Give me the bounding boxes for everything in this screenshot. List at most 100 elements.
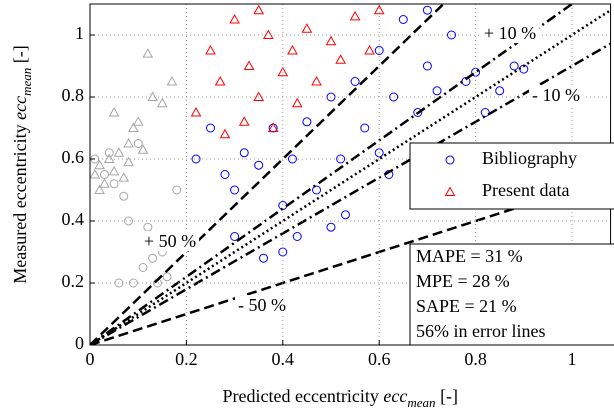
label-bg [140,231,200,252]
point [206,123,215,133]
y-tick-label: 0.8 [62,85,85,105]
point [230,232,240,241]
point [432,86,442,96]
point [113,147,125,157]
point [229,13,240,24]
point [132,116,144,126]
point [422,5,432,15]
legend-label: Present data [482,180,569,200]
label-bg [480,23,540,44]
y-tick-label: 1 [75,23,84,43]
point [162,272,172,282]
point [103,153,115,163]
point [253,91,265,101]
label-part: ecc [383,386,407,406]
y-tick-label: 0.4 [62,209,85,229]
point [422,61,432,71]
point [447,30,456,40]
reference-line [90,4,445,345]
point [219,128,231,139]
point [190,106,202,117]
point [287,44,298,55]
x-tick-label: 0.6 [368,349,391,369]
label-part: Measured eccentricity [10,120,30,284]
point [138,263,148,272]
legend [409,142,614,210]
point [123,137,134,148]
point [254,160,264,170]
stats-text: 56% in error lines [416,321,545,341]
point [335,54,346,64]
point [291,97,303,108]
stats-text: SAPE = 21 % [416,296,517,316]
point [326,222,336,232]
y-label: Measured eccentricity eccmean [-] [10,45,34,284]
point [350,77,360,86]
reference-line [90,4,573,345]
x-tick-label: 0.8 [464,349,487,369]
point [349,10,361,21]
point [292,232,302,241]
point [99,170,109,179]
x-tick-label: 0.4 [272,349,295,369]
point [128,122,139,132]
point [259,253,269,263]
point [312,185,322,195]
line-label: - 10 % [532,85,580,105]
line-label: + 50 % [144,231,196,251]
reference-line [90,42,611,345]
point [148,253,158,263]
point [239,148,249,158]
point [360,123,370,133]
point [147,91,159,101]
point [325,35,337,46]
label-bg [235,295,289,316]
point [205,44,216,55]
point [156,97,168,108]
point [374,46,384,55]
point [509,61,519,71]
point [143,222,153,232]
point [262,29,274,39]
legend-label: Bibliography [482,148,577,168]
point [277,66,289,77]
point [253,4,265,15]
point [137,144,149,154]
x-tick-label: 1 [568,349,577,369]
label-part: [-] [10,45,30,67]
point [311,75,322,86]
point [220,170,230,179]
point [119,191,129,201]
point [364,44,375,55]
point [495,86,505,96]
point [128,278,138,288]
point [191,154,201,164]
point [133,139,143,148]
point [99,178,110,188]
point [123,156,134,167]
line-label: - 50 % [238,295,286,315]
point [124,216,134,226]
point [302,117,312,127]
x-label: Predicted eccentricity eccmean [-] [223,386,459,410]
point [172,185,182,195]
point [214,75,226,86]
point [301,23,313,33]
point [90,168,101,179]
x-tick-label: 0 [86,349,95,369]
point [104,148,114,158]
stats-box [409,243,614,346]
reference-line [90,9,611,345]
point [238,116,250,126]
point [373,4,385,15]
label-part: [-] [436,386,458,406]
point [340,210,350,220]
point [94,184,105,194]
legend-marker [445,155,455,165]
label-part: ecc [10,96,30,120]
point [108,165,120,176]
point [94,159,105,170]
stats-text: MAPE = 31 % [416,246,523,266]
point [413,108,423,117]
